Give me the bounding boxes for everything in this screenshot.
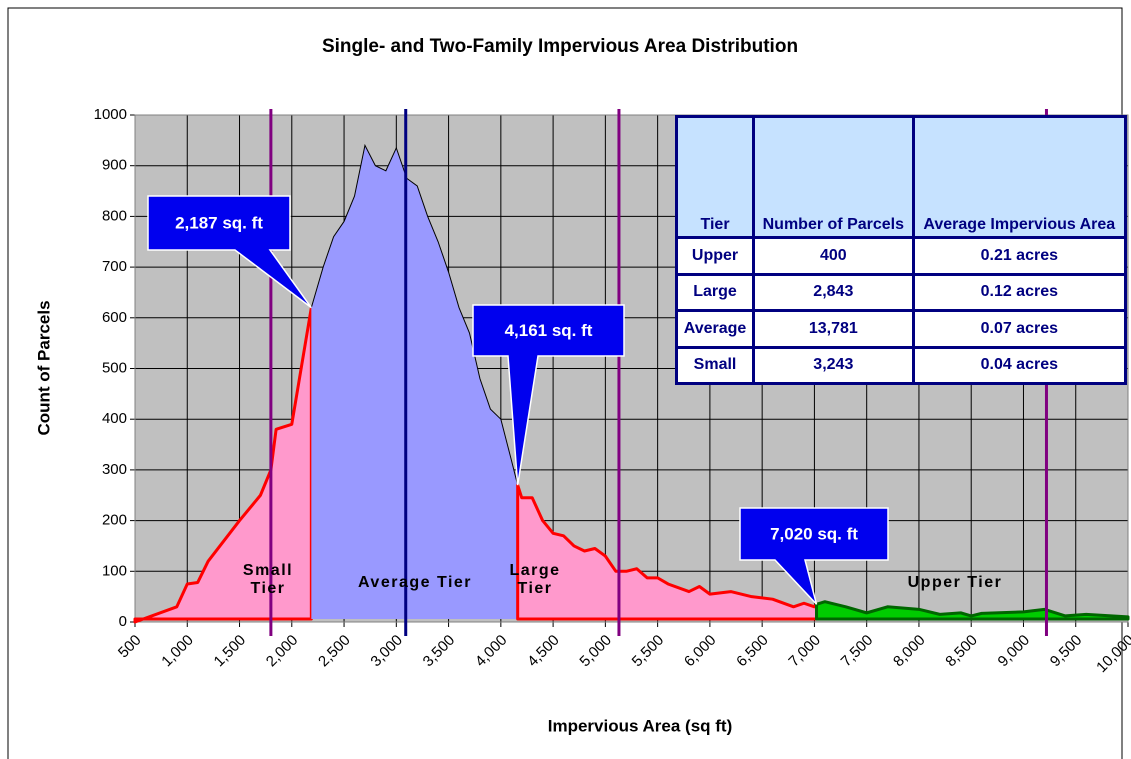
callout-label: 7,020 sq. ft — [770, 524, 858, 543]
tier-label: Small Tier — [242, 562, 294, 597]
table-cell: 400 — [752, 236, 915, 276]
header-cell: Average Impervious Area — [911, 114, 1128, 240]
table-cell: Large — [674, 272, 756, 313]
x-tick-label: 6,000 — [681, 632, 720, 671]
tier-area — [815, 600, 1130, 621]
table-cell: 13,781 — [752, 309, 915, 349]
x-axis-title: Impervious Area (sq ft) — [548, 716, 733, 735]
table-cell: Average — [674, 309, 756, 349]
plot-frame — [134, 114, 1129, 623]
callout-label: 4,161 sq. ft — [505, 321, 593, 340]
callout — [739, 507, 889, 605]
callout — [472, 304, 625, 486]
y-tick-label: 900 — [102, 157, 127, 174]
tier-label: Large Tier — [509, 562, 561, 597]
callout-label: 2,187 sq. ft — [175, 213, 263, 232]
tier-area — [311, 145, 518, 620]
tier-area — [516, 483, 819, 621]
table-row: Large 2,843 0.12 acres — [674, 272, 1128, 313]
table-cell: 0.12 acres — [911, 272, 1128, 313]
y-tick-label: 800 — [102, 207, 127, 224]
x-tick-label: 2,500 — [315, 632, 354, 671]
x-tick-label: 2,000 — [263, 632, 302, 671]
y-tick-label: 700 — [102, 258, 127, 275]
x-tick-label: 9,500 — [1047, 632, 1086, 671]
x-tick-label: 7,500 — [838, 632, 877, 671]
callout — [147, 195, 312, 309]
y-tick-label: 400 — [102, 410, 127, 427]
header-cell: Tier — [674, 114, 756, 240]
x-tick-label: 10,000 — [1093, 632, 1131, 676]
y-tick-label: 1000 — [94, 106, 127, 123]
table-row: Average 13,781 0.07 acres — [674, 309, 1128, 349]
tier-label: Upper Tier — [907, 574, 1003, 591]
y-axis-title: Count of Parcels — [34, 300, 53, 435]
table-header: Tier Number of Parcels Average Imperviou… — [674, 114, 1128, 240]
y-tick-label: 200 — [102, 512, 127, 529]
x-tick-label: 6,500 — [733, 632, 772, 671]
y-tick-label: 600 — [102, 309, 127, 326]
table-cell: 2,843 — [752, 272, 915, 313]
x-tick-label: 4,000 — [472, 632, 511, 671]
table-cell: 3,243 — [752, 345, 915, 385]
x-tick-label: 3,000 — [367, 632, 406, 671]
chart-title: Single- and Two-Family Impervious Area D… — [322, 36, 798, 57]
x-tick-label: 5,000 — [576, 632, 615, 671]
x-tick-label: 1,000 — [158, 632, 197, 671]
x-tick-label: 8,500 — [942, 632, 981, 671]
summary-table: Tier Number of Parcels Average Imperviou… — [674, 114, 1128, 385]
x-tick-label: 500 — [115, 632, 145, 662]
x-tick-label: 4,500 — [524, 632, 563, 671]
y-tick-label: 500 — [102, 359, 127, 376]
table-row: Small 3,243 0.04 acres — [674, 345, 1128, 385]
y-tick-label: 100 — [102, 562, 127, 579]
x-tick-label: 5,500 — [629, 632, 668, 671]
tier-line — [310, 143, 519, 486]
table-cell: 0.21 acres — [911, 236, 1128, 276]
x-tick-label: 8,000 — [890, 632, 929, 671]
x-tick-label: 9,000 — [995, 632, 1034, 671]
table-cell: 0.07 acres — [911, 309, 1128, 349]
y-tick-label: 0 — [119, 613, 127, 630]
tier-label: Average Tier — [357, 574, 473, 591]
header-cell: Number of Parcels — [752, 114, 915, 240]
x-tick-label: 7,000 — [785, 632, 824, 671]
x-tick-label: 3,500 — [420, 632, 459, 671]
table-cell: Small — [674, 345, 756, 385]
table-cell: Upper — [674, 236, 756, 276]
table-row: Upper 400 0.21 acres — [674, 236, 1128, 276]
y-tick-label: 300 — [102, 461, 127, 478]
x-tick-label: 1,500 — [211, 632, 250, 671]
table-cell: 0.04 acres — [911, 345, 1128, 385]
